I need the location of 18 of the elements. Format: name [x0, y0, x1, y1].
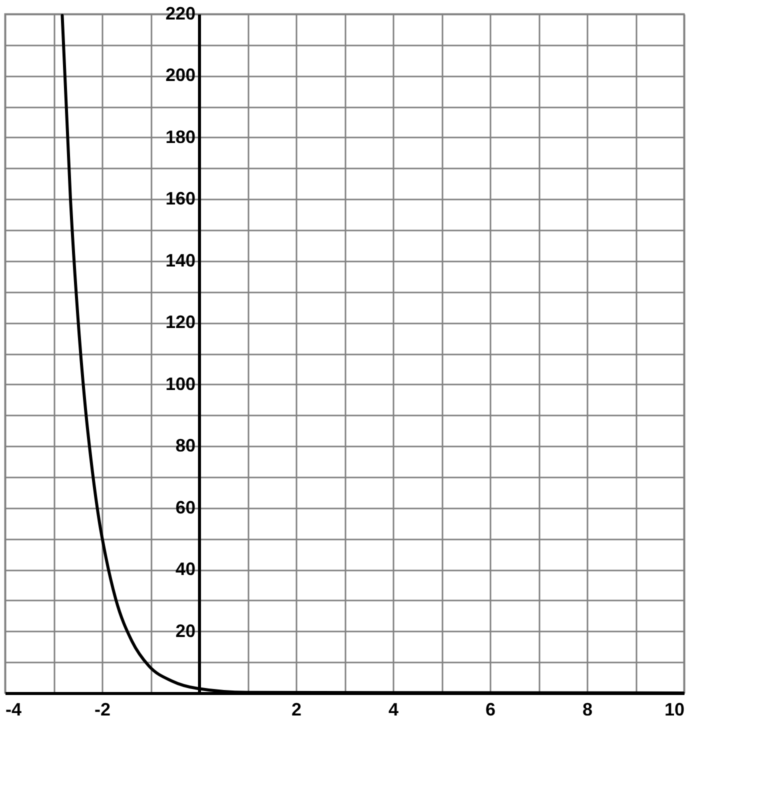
x-tick-label: 6	[485, 700, 496, 720]
x-tick-label: -4	[6, 700, 22, 720]
y-tick-label: 180	[165, 126, 196, 147]
y-tick-label: 200	[165, 65, 196, 86]
x-tick-label: -2	[94, 700, 111, 720]
y-tick-label: 160	[165, 188, 196, 209]
y-tick-label: 20	[175, 620, 196, 641]
x-tick-label: 10	[664, 700, 684, 720]
y-tick-label: 220	[165, 4, 196, 24]
y-tick-label: 60	[175, 497, 196, 518]
x-tick-label: 4	[388, 700, 399, 720]
x-tick-label: 2	[291, 700, 302, 720]
y-tick-label: 80	[175, 436, 196, 456]
x-tick-label: 8	[582, 700, 593, 720]
y-tick-label: 40	[175, 559, 196, 580]
y-tick-label: 140	[165, 250, 196, 270]
y-tick-label: 120	[165, 312, 196, 332]
y-tick-label: 100	[165, 374, 196, 394]
